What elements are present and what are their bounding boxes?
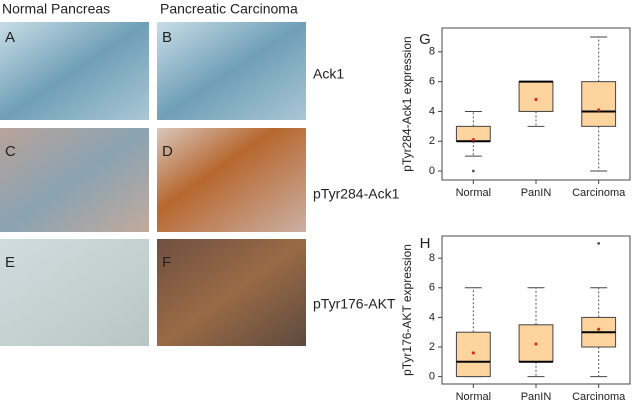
panel-label: E: [5, 254, 15, 271]
mean: [597, 327, 601, 331]
micrograph: [157, 239, 306, 346]
y-tick-label: 4: [429, 311, 435, 323]
box: [518, 81, 554, 112]
micrographs: [0, 22, 306, 346]
panel-label: G: [419, 31, 431, 48]
panel-label: F: [162, 254, 171, 271]
mean: [471, 351, 475, 355]
x-tick-label: Normal: [456, 187, 491, 199]
x-tick-label: Carcinoma: [572, 187, 626, 199]
mean: [534, 97, 538, 102]
y-tick-label: 2: [429, 341, 435, 353]
micrograph: [0, 22, 149, 120]
y-tick-label: 8: [429, 46, 435, 58]
y-axis-label: pTyr284-Ack1 expression: [400, 36, 414, 171]
y-tick-label: 6: [429, 282, 435, 294]
panel-label: H: [420, 235, 431, 252]
mean: [534, 342, 538, 346]
x-tick-label: Carcinoma: [572, 391, 626, 400]
y-tick-label: 0: [429, 371, 435, 383]
y-tick-label: 4: [429, 105, 435, 117]
micrograph: [0, 239, 149, 346]
micrograph: [0, 128, 149, 232]
y-tick-label: 2: [429, 135, 435, 147]
column-header: Pancreatic Carcinoma: [160, 1, 298, 17]
row-label: pTyr176-AKT: [313, 296, 396, 312]
y-axis-label: pTyr176-AKT expression: [400, 244, 414, 376]
y-tick-label: 0: [429, 165, 435, 177]
micrograph: [157, 128, 306, 232]
mean: [597, 108, 601, 112]
column-header: Normal Pancreas: [2, 1, 110, 17]
micrograph: [157, 22, 306, 120]
panel-label: D: [162, 143, 173, 160]
panel-label: B: [162, 29, 172, 46]
y-tick-label: 8: [429, 252, 435, 264]
x-tick-label: Normal: [456, 391, 491, 400]
row-label: Ack1: [313, 66, 344, 82]
panel-label: A: [5, 29, 15, 46]
mean: [471, 138, 475, 142]
box: [581, 81, 617, 127]
panel-label: C: [5, 143, 16, 160]
outlier: [597, 242, 601, 245]
row-label: pTyr284-Ack1: [313, 186, 400, 202]
x-tick-label: PanIN: [521, 391, 552, 400]
x-tick-label: PanIN: [521, 187, 552, 199]
y-tick-label: 6: [429, 76, 435, 88]
outlier: [471, 169, 475, 173]
